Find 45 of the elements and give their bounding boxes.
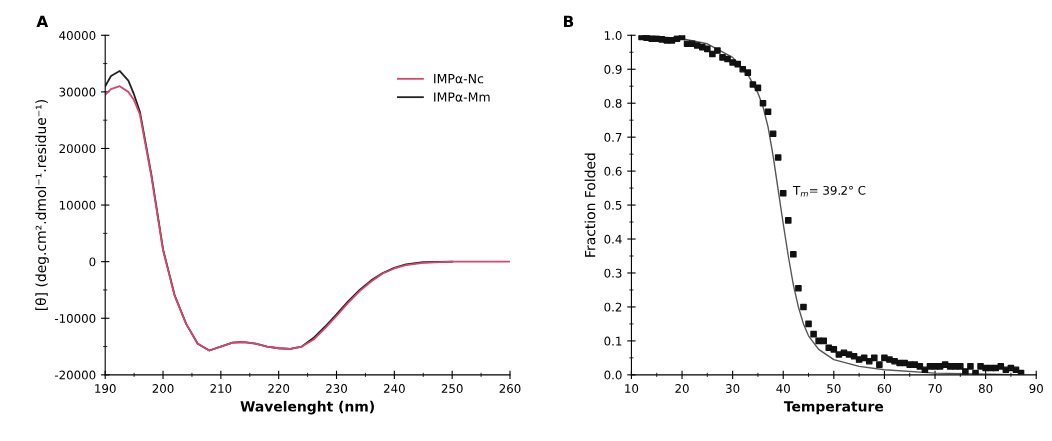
y-tick-label: 30000 [59,87,96,97]
y-tick-label: 40000 [59,31,96,40]
y-tick-label: 0.3 [604,268,622,278]
y-axis-title: [θ] (deg.cm².dmol⁻¹.residue⁻¹) [35,100,49,311]
y-axis-title: Fraction Folded [584,153,596,257]
y-tick-label: 0 [89,257,96,267]
y-tick-label: 0.5 [604,200,622,210]
y-tick-label: -20000 [54,370,96,380]
legend-label: IMPα-Mm [434,92,490,102]
line-series [105,85,510,352]
annotation: T$_{m}$= 39.2° C [793,185,866,197]
x-tick-label: 220 [268,384,290,394]
x-tick-label: 10 [625,384,639,394]
y-tick-label: 0.9 [604,64,622,74]
x-tick-label: 250 [441,384,463,394]
x-tick-label: 260 [499,384,521,394]
y-tick-label: 0.8 [604,98,622,108]
y-tick-label: 0.7 [604,132,622,142]
x-tick-label: 30 [726,384,740,394]
x-tick-label: 90 [1029,384,1043,394]
x-tick-label: 60 [877,384,892,394]
y-tick-label: 1.0 [604,31,622,40]
x-tick-label: 230 [326,384,347,394]
x-tick-label: 70 [928,384,942,394]
y-tick-label: 0.0 [604,370,622,380]
x-tick-label: 40 [776,384,790,394]
x-tick-label: 20 [675,384,689,394]
x-tick-label: 50 [827,384,841,394]
x-tick-label: 190 [95,384,116,394]
y-tick-label: 0.4 [604,234,622,244]
chart-title: B [564,15,574,27]
y-tick-label: -10000 [54,313,96,323]
y-tick-label: 0.2 [604,302,622,312]
x-tick-label: 240 [383,384,405,394]
y-tick-label: 0.6 [604,166,622,176]
x-axis-title: Wavelenght (nm) [240,400,374,415]
x-tick-label: 80 [978,384,993,394]
y-tick-label: 20000 [59,144,96,154]
y-tick-label: 0.1 [604,336,622,346]
y-tick-label: 10000 [59,200,96,210]
chart-title: A [36,15,49,27]
legend-label: IMPα-Nc [434,74,484,84]
x-tick-label: 210 [210,384,232,394]
x-axis-title: Temperature [783,401,884,415]
x-tick-label: 200 [152,384,174,394]
